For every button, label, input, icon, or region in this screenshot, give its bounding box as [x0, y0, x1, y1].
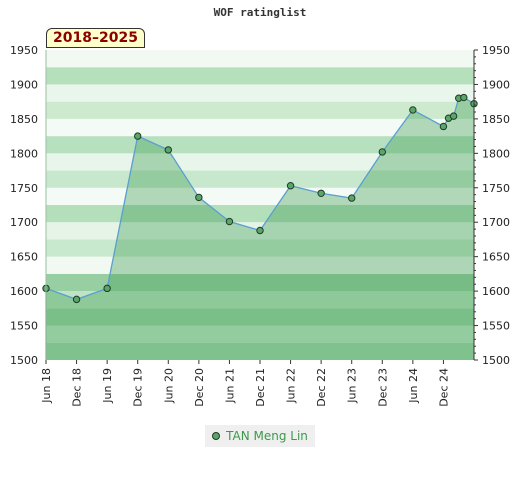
y-tick-right-1750: 1750	[482, 182, 510, 195]
chart-title: WOF ratinglist	[214, 6, 307, 19]
y-tick-right-1800: 1800	[482, 147, 510, 160]
y-tick-right-1600: 1600	[482, 285, 510, 298]
band-1500	[46, 342, 474, 360]
y-tick-left-1850: 1850	[10, 113, 38, 126]
data-point-13[interactable]	[439, 122, 448, 131]
area-fill	[46, 97, 474, 361]
band-1625	[46, 256, 474, 274]
y-tick-left-1600: 1600	[10, 285, 38, 298]
y-tick-left-1550: 1550	[10, 320, 38, 333]
band-1825	[46, 118, 474, 137]
area-path	[46, 97, 474, 361]
band-1850	[46, 101, 474, 119]
x-tick-label-7: Dec 21	[254, 368, 267, 407]
data-points	[42, 93, 478, 304]
y-tick-right-1650: 1650	[482, 251, 510, 264]
x-tick-label-2: Jun 19	[101, 368, 114, 404]
data-point-15[interactable]	[449, 112, 458, 120]
x-tick-label-5: Dec 20	[193, 368, 206, 407]
data-point-12[interactable]	[409, 106, 417, 114]
x-tick-label-8: Jun 22	[285, 368, 298, 404]
period-label: 2018–2025	[46, 28, 145, 48]
y-tick-left-1800: 1800	[10, 147, 38, 160]
data-point-1[interactable]	[72, 295, 81, 304]
x-axis: Jun 18 Dec 18 Jun 19 Dec 19 Jun 20 Dec 20 Jun …	[40, 360, 450, 407]
band-1700	[46, 205, 474, 223]
y-axis-left: 1500 1550 1600 1650 1700 1750 1800 1850 1900 1950	[10, 44, 47, 367]
band-1925	[46, 50, 474, 68]
data-point-8[interactable]	[286, 182, 295, 190]
legend-label: TAN Meng Lin	[226, 429, 308, 443]
data-point-4[interactable]	[164, 146, 172, 154]
x-tick-label-11: Dec 23	[376, 368, 389, 407]
band-1875	[46, 84, 474, 102]
band-1600	[46, 273, 474, 292]
y-tick-right-1700: 1700	[482, 216, 510, 229]
data-point-10[interactable]	[348, 194, 356, 202]
band-1800	[46, 136, 474, 154]
x-tick-label-4: Jun 20	[162, 368, 175, 404]
band-1775	[46, 153, 474, 171]
x-tick-label-12: Jun 24	[407, 368, 420, 404]
band-1650	[46, 239, 474, 257]
data-point-7[interactable]	[256, 226, 264, 235]
x-tick-label-1: Dec 18	[71, 368, 84, 407]
y-tick-left-1500: 1500	[10, 354, 38, 367]
y-tick-left-1750: 1750	[10, 182, 38, 195]
band-1900	[46, 67, 474, 85]
legend-marker	[212, 432, 221, 440]
y-axis-right: 1500 1550 1600 1650 1700 1750 1800 1850 1900 1950	[473, 44, 510, 367]
x-tick-label-0: Jun 18	[40, 368, 53, 404]
y-tick-right-1950: 1950	[482, 44, 510, 57]
y-tick-right-1500: 1500	[482, 354, 510, 367]
y-tick-right-1850: 1850	[482, 113, 510, 126]
data-point-6[interactable]	[225, 217, 234, 226]
data-point-11[interactable]	[378, 148, 386, 156]
data-point-17[interactable]	[460, 93, 468, 102]
x-tick-label-3: Dec 19	[132, 368, 145, 407]
x-tick-label-13: Dec 24	[437, 368, 450, 407]
band-1725	[46, 187, 474, 205]
legend: TAN Meng Lin	[205, 425, 315, 447]
y-tick-right-1900: 1900	[482, 78, 510, 91]
data-point-3[interactable]	[134, 132, 142, 140]
band-1525	[46, 325, 474, 343]
y-tick-left-1950: 1950	[10, 44, 38, 57]
data-point-5[interactable]	[195, 193, 203, 202]
data-point-2[interactable]	[103, 284, 111, 293]
x-tick-label-6: Jun 21	[223, 368, 236, 404]
x-tick-label-9: Dec 22	[315, 368, 328, 407]
y-tick-left-1700: 1700	[10, 216, 38, 229]
y-tick-left-1900: 1900	[10, 78, 38, 91]
y-tick-left-1650: 1650	[10, 251, 38, 264]
data-point-9[interactable]	[317, 189, 325, 197]
y-tick-right-1550: 1550	[482, 320, 510, 333]
x-tick-label-10: Jun 23	[346, 368, 359, 404]
band-1575	[46, 291, 474, 309]
band-1550	[46, 308, 474, 326]
